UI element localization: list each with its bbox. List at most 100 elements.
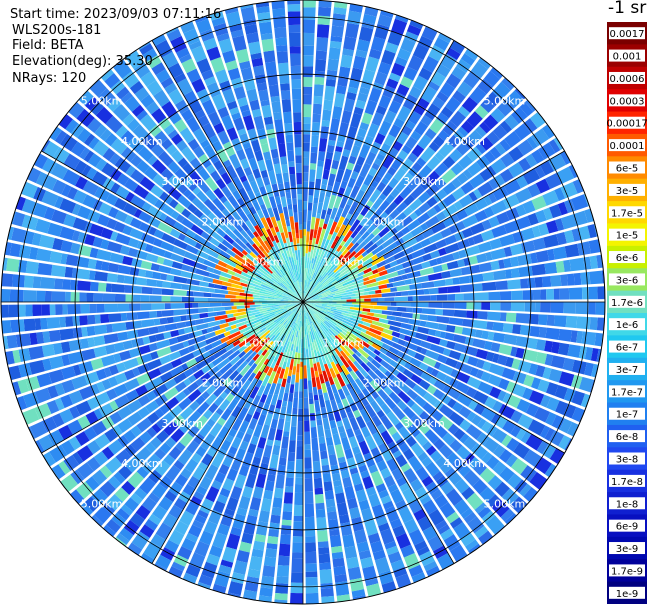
range-gate-cell xyxy=(169,405,183,419)
range-gate-cell xyxy=(539,160,554,176)
range-gate-cell xyxy=(196,250,209,260)
range-gate-cell xyxy=(387,320,402,328)
range-gate-cell xyxy=(217,106,230,119)
range-gate-cell xyxy=(125,389,140,403)
range-gate-cell xyxy=(337,322,348,330)
range-gate-cell xyxy=(188,285,201,292)
range-gate-cell xyxy=(360,362,371,373)
range-gate-cell xyxy=(256,219,265,230)
range-gate-cell xyxy=(114,372,128,385)
range-gate-cell xyxy=(340,180,348,189)
range-gate-cell xyxy=(199,244,208,253)
range-gate-cell xyxy=(315,502,325,510)
range-gate-cell xyxy=(397,351,407,359)
range-gate-cell xyxy=(498,403,516,420)
range-gate-cell xyxy=(163,250,173,259)
range-gate-cell xyxy=(387,426,398,436)
range-gate-cell xyxy=(578,346,588,360)
range-gate-cell xyxy=(173,459,185,471)
range-gate-cell xyxy=(425,366,434,375)
range-gate-cell xyxy=(224,294,236,299)
range-gate-cell xyxy=(274,297,284,300)
range-gate-cell xyxy=(299,229,303,239)
range-gate-cell xyxy=(225,11,242,27)
range-gate-cell xyxy=(410,478,424,492)
range-gate-cell xyxy=(341,223,352,237)
range-gate-cell xyxy=(303,303,307,316)
range-gate-cell xyxy=(349,262,360,271)
range-gate-cell xyxy=(307,251,311,258)
range-gate-cell xyxy=(245,299,253,302)
range-gate-cell xyxy=(335,492,346,504)
range-gate-cell xyxy=(265,316,276,324)
colorbar-tick-box xyxy=(609,71,645,84)
range-gate-cell xyxy=(341,398,349,408)
range-gate-cell xyxy=(305,242,309,254)
range-gate-cell xyxy=(86,325,96,337)
range-gate-cell xyxy=(52,413,65,428)
range-gate-cell xyxy=(308,392,314,399)
range-gate-cell xyxy=(528,363,539,376)
range-gate-cell xyxy=(290,302,302,305)
range-gate-cell xyxy=(184,303,193,309)
range-gate-cell xyxy=(231,241,244,253)
range-gate-cell xyxy=(255,473,267,489)
range-gate-cell xyxy=(436,91,449,103)
range-gate-cell xyxy=(304,299,313,302)
range-gate-cell xyxy=(357,347,370,359)
range-gate-cell xyxy=(320,300,333,302)
range-gate-cell xyxy=(151,423,162,434)
range-gate-cell xyxy=(320,324,329,335)
range-gate-cell xyxy=(331,303,343,306)
range-gate-cell xyxy=(248,157,259,171)
range-gate-cell xyxy=(321,291,332,296)
range-gate-cell xyxy=(401,144,412,155)
range-gate-cell xyxy=(531,263,546,276)
range-gate-cell xyxy=(304,297,308,301)
range-gate-cell xyxy=(313,302,320,304)
range-gate-cell xyxy=(292,98,302,113)
range-gate-cell xyxy=(236,507,248,517)
range-gate-cell xyxy=(77,280,91,291)
range-gate-cell xyxy=(394,264,404,271)
range-gate-cell xyxy=(257,249,266,259)
range-gate-cell xyxy=(349,3,364,13)
range-gate-cell xyxy=(277,257,285,267)
range-gate-cell xyxy=(138,221,152,234)
range-gate-cell xyxy=(250,52,262,60)
range-gate-cell xyxy=(280,196,287,208)
range-gate-cell xyxy=(305,592,319,604)
range-gate-cell xyxy=(458,275,470,285)
range-gate-cell xyxy=(451,187,466,201)
range-gate-cell xyxy=(254,191,265,206)
range-gate-cell xyxy=(252,236,261,248)
range-gate-cell xyxy=(112,103,131,122)
range-gate-cell xyxy=(259,290,272,296)
range-gate-cell xyxy=(217,130,230,145)
range-gate-cell xyxy=(252,299,259,302)
range-gate-cell xyxy=(313,266,321,280)
range-gate-cell xyxy=(309,403,315,414)
range-gate-cell xyxy=(253,250,260,257)
range-gate-cell xyxy=(358,499,370,511)
range-gate-cell xyxy=(386,458,399,472)
range-gate-cell xyxy=(572,179,584,194)
range-gate-cell xyxy=(243,522,256,536)
range-gate-cell xyxy=(242,433,252,443)
range-gate-cell xyxy=(379,359,390,369)
range-gate-cell xyxy=(103,524,116,537)
range-gate-cell xyxy=(345,427,355,439)
range-gate-cell xyxy=(256,235,263,243)
range-gate-cell xyxy=(108,313,122,323)
range-gate-cell xyxy=(288,300,294,302)
range-gate-cell xyxy=(382,85,396,99)
range-gate-cell xyxy=(461,327,477,337)
range-gate-cell xyxy=(201,362,215,374)
range-gate-cell xyxy=(271,308,280,313)
range-gate-cell xyxy=(380,211,389,220)
range-gate-cell xyxy=(477,311,488,320)
range-gate-cell xyxy=(287,276,296,290)
range-gate-cell xyxy=(505,356,515,368)
range-gate-cell xyxy=(317,389,323,396)
range-gate-cell xyxy=(225,220,236,232)
